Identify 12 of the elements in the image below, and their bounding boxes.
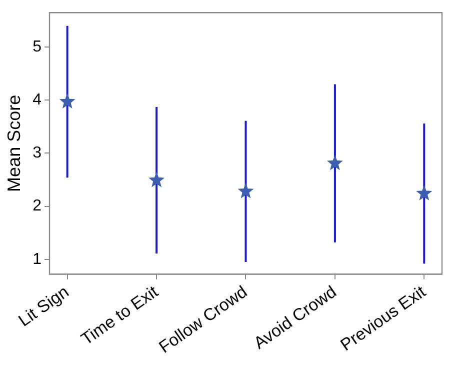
point: [238, 184, 253, 198]
y-tick-label: 4: [32, 92, 42, 109]
y-tick-label: 5: [32, 38, 42, 56]
point: [60, 94, 74, 108]
y-tick-label: 1: [32, 250, 42, 268]
point: [417, 186, 432, 200]
y-tick-label: 2: [32, 198, 42, 215]
point: [149, 172, 164, 186]
y-axis-title: Mean Score: [4, 94, 24, 192]
point: [328, 156, 342, 170]
x-tick-label: Lit Sign: [14, 282, 72, 330]
y-tick-label: 3: [32, 144, 42, 162]
